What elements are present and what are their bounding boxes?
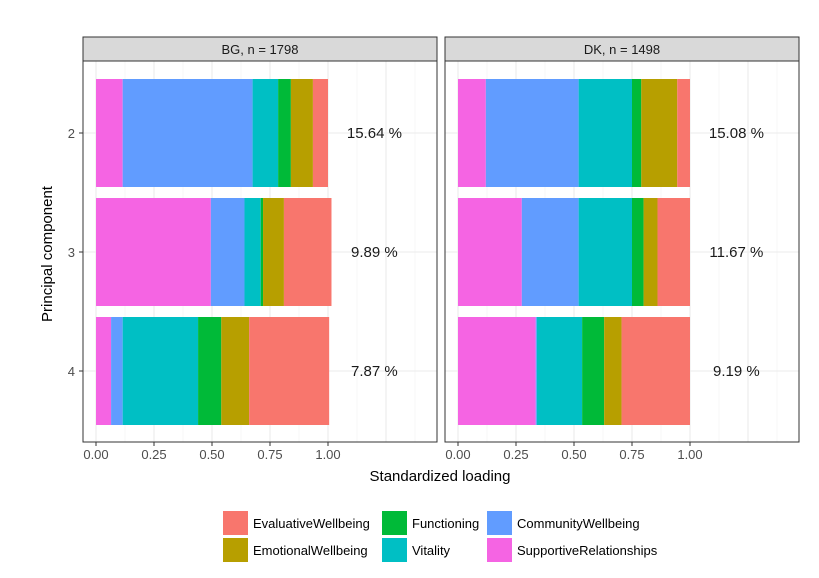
bar-segment-CommunityWellbeing: [535, 317, 537, 425]
bar-segment-EvaluativeWellbeing: [657, 198, 690, 306]
variance-label: 15.64 %: [347, 125, 402, 142]
bar-segment-CommunityWellbeing: [210, 198, 245, 306]
x-tick-label: 1.00: [315, 447, 340, 462]
panel-strip: [82, 36, 438, 62]
y-tick-label: 4: [68, 364, 75, 379]
panel-title: DK, n = 1498: [584, 42, 660, 57]
variance-label: 7.87 %: [351, 363, 398, 380]
panel-1: DK, n = 1498 15.08 % 11.67 % 9.19 % 0.00 0.25…: [444, 36, 800, 462]
bar-segment-SupportiveRelationships: [96, 79, 123, 187]
legend-label: Vitality: [412, 543, 451, 558]
bar-segment-Functioning: [278, 79, 291, 187]
bar-segment-Vitality: [578, 79, 632, 187]
legend: EvaluativeWellbeing EmotionalWellbeing Fun…: [223, 511, 658, 562]
bar-segment-EmotionalWellbeing: [604, 317, 622, 425]
bar-segment-Functioning: [632, 79, 642, 187]
bar-segment-EvaluativeWellbeing: [249, 317, 330, 425]
legend-label: EmotionalWellbeing: [253, 543, 368, 558]
bar-segment-EmotionalWellbeing: [643, 198, 658, 306]
bar-segment-Vitality: [578, 198, 632, 306]
bar-segment-SupportiveRelationships: [458, 79, 486, 187]
bar-segment-EmotionalWellbeing: [641, 79, 678, 187]
bar-segment-Functioning: [632, 198, 644, 306]
panel-title: BG, n = 1798: [222, 42, 299, 57]
bar-segment-EmotionalWellbeing: [263, 198, 284, 306]
variance-label: 15.08 %: [709, 125, 764, 142]
legend-label: CommunityWellbeing: [517, 516, 640, 531]
legend-label: EvaluativeWellbeing: [253, 516, 370, 531]
bar-segment-EmotionalWellbeing: [221, 317, 250, 425]
bar-segment-CommunityWellbeing: [521, 198, 579, 306]
variance-label: 9.19 %: [713, 363, 760, 380]
panel-strip: [444, 36, 800, 62]
x-tick-label: 0.00: [445, 447, 470, 462]
bar-segment-SupportiveRelationships: [458, 198, 522, 306]
x-tick-label: 0.50: [561, 447, 586, 462]
bar-segment-EvaluativeWellbeing: [621, 317, 690, 425]
bar-segment-SupportiveRelationships: [96, 317, 112, 425]
bar-segment-Vitality: [252, 79, 279, 187]
legend-key-EmotionalWellbeing: [223, 538, 248, 562]
panel-border: [444, 60, 800, 443]
bar-segment-SupportiveRelationships: [96, 198, 211, 306]
bar-segment-Vitality: [536, 317, 583, 425]
x-tick-label: 0.75: [619, 447, 644, 462]
x-tick-label: 1.00: [677, 447, 702, 462]
legend-label: SupportiveRelationships: [517, 543, 658, 558]
bar-segment-EmotionalWellbeing: [290, 79, 313, 187]
x-tick-label: 0.25: [141, 447, 166, 462]
bar-segment-Functioning: [260, 198, 264, 306]
variance-label: 11.67 %: [709, 244, 763, 261]
panel-0: BG, n = 1798 15.64 % 9.89 % 7.87 % 0.00 0.25 0…: [68, 36, 438, 462]
y-axis-title: Principal component: [39, 185, 56, 322]
legend-key-EvaluativeWellbeing: [223, 511, 248, 535]
legend-key-CommunityWellbeing: [487, 511, 512, 535]
bar-segment-CommunityWellbeing: [111, 317, 123, 425]
bar-segment-EvaluativeWellbeing: [283, 198, 332, 306]
x-tick-label: 0.25: [503, 447, 528, 462]
bar-segment-CommunityWellbeing: [485, 79, 579, 187]
bar-segment-SupportiveRelationships: [458, 317, 536, 425]
bar-segment-EvaluativeWellbeing: [677, 79, 690, 187]
bar-segment-Vitality: [244, 198, 261, 306]
bar-segment-EvaluativeWellbeing: [312, 79, 328, 187]
x-tick-label: 0.00: [83, 447, 108, 462]
legend-key-Vitality: [382, 538, 407, 562]
x-tick-label: 0.75: [257, 447, 282, 462]
legend-label: Functioning: [412, 516, 479, 531]
bar-segment-CommunityWellbeing: [122, 79, 253, 187]
legend-key-SupportiveRelationships: [487, 538, 512, 562]
y-tick-label: 2: [68, 126, 75, 141]
legend-key-Functioning: [382, 511, 407, 535]
bar-segment-Vitality: [122, 317, 199, 425]
x-tick-label: 0.50: [199, 447, 224, 462]
y-tick-label: 3: [68, 245, 75, 260]
variance-label: 9.89 %: [351, 244, 398, 261]
x-axis-title: Standardized loading: [370, 468, 511, 485]
bar-segment-Functioning: [582, 317, 605, 425]
bar-segment-Functioning: [198, 317, 222, 425]
